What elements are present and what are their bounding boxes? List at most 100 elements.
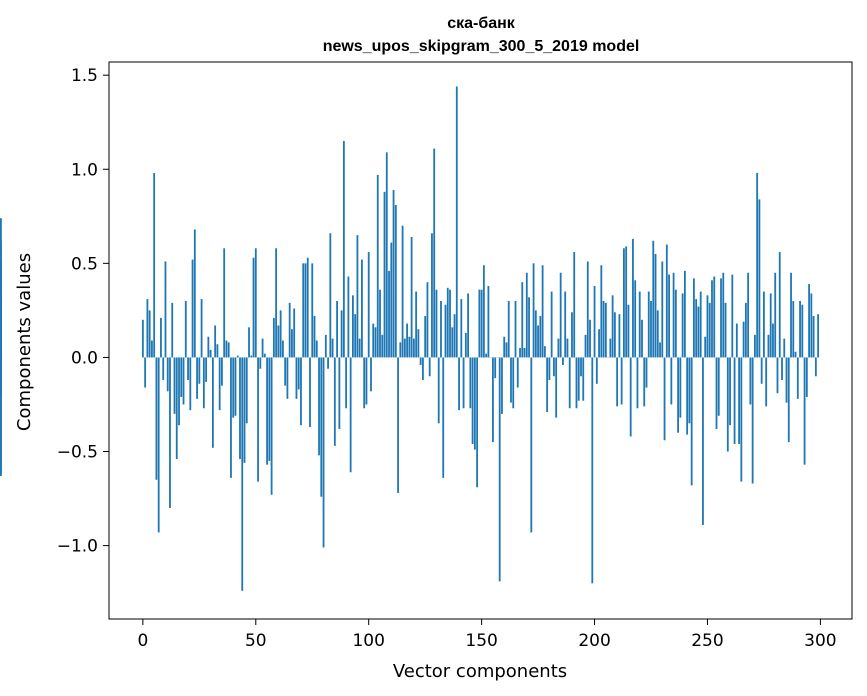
plot-frame (108, 61, 853, 620)
bar (731, 274, 734, 358)
bar (611, 295, 614, 358)
bar (695, 299, 698, 358)
bar (277, 325, 280, 358)
bar (519, 348, 521, 358)
bar (505, 342, 508, 358)
bar (189, 357, 192, 411)
bar (530, 357, 533, 533)
bar (753, 334, 756, 358)
bar (690, 357, 693, 486)
bar (376, 174, 379, 358)
bar (148, 310, 151, 358)
bar (261, 338, 264, 358)
x-axis-label: Vector components (393, 661, 567, 682)
bar (180, 357, 183, 397)
bar (566, 338, 569, 358)
bar (720, 278, 722, 358)
bar (575, 357, 578, 409)
bar (218, 357, 221, 411)
bar (618, 314, 621, 358)
bar (279, 310, 282, 358)
bar (738, 357, 740, 444)
bar (512, 357, 515, 409)
bar (756, 173, 759, 358)
bar (295, 357, 298, 399)
bar (636, 357, 639, 409)
bar (209, 349, 212, 358)
bar (426, 282, 429, 358)
bar (781, 357, 783, 381)
bar (492, 357, 494, 443)
bar (272, 317, 275, 358)
bar (620, 357, 623, 405)
bar (302, 263, 305, 358)
bar (763, 291, 765, 358)
bar (336, 300, 338, 358)
bar (790, 272, 792, 358)
bar (641, 319, 643, 358)
bar (699, 291, 702, 358)
bar (410, 237, 413, 358)
bar (144, 357, 147, 388)
bar (417, 329, 420, 358)
bar (792, 300, 795, 358)
bar (462, 357, 465, 409)
bar (688, 357, 691, 424)
bar (367, 252, 370, 358)
bar (464, 332, 467, 358)
bar (263, 353, 266, 358)
bar (153, 173, 156, 358)
bar (503, 336, 506, 358)
bar (211, 357, 214, 448)
bar (403, 338, 406, 358)
bar (306, 257, 309, 358)
bar (765, 357, 768, 407)
bar (767, 334, 770, 358)
bar (482, 265, 485, 358)
bar (516, 357, 519, 388)
bar (693, 278, 695, 358)
bar (331, 338, 334, 358)
bar (392, 189, 395, 358)
bar (268, 357, 271, 461)
bar (372, 323, 375, 358)
bar (778, 252, 781, 358)
bar (214, 325, 217, 358)
bar (487, 285, 490, 358)
bar (358, 338, 361, 358)
bar (539, 316, 542, 358)
bar (467, 293, 469, 358)
bar (232, 357, 235, 418)
bar (383, 191, 386, 358)
bar (155, 357, 158, 480)
bar (702, 357, 704, 525)
bar (284, 357, 287, 386)
bar (670, 357, 673, 405)
bar (776, 357, 779, 394)
bar (329, 233, 332, 358)
bar (643, 357, 646, 407)
bar (399, 342, 402, 358)
bar (638, 291, 641, 358)
bar (817, 314, 820, 358)
bar (661, 261, 664, 358)
bar (374, 327, 377, 358)
bar (187, 357, 189, 381)
bar (225, 340, 228, 358)
bar (713, 276, 716, 358)
bar (291, 329, 293, 358)
bar (652, 240, 655, 358)
bar (521, 282, 524, 358)
bar (537, 325, 539, 358)
bar (785, 357, 788, 403)
bar (385, 152, 388, 358)
bar (794, 351, 797, 358)
bar (559, 272, 562, 358)
bar (634, 280, 637, 358)
bar (345, 357, 348, 409)
bar (711, 280, 713, 358)
bar (510, 357, 512, 403)
bar (252, 257, 255, 358)
bar (361, 259, 363, 358)
bar (184, 300, 187, 358)
